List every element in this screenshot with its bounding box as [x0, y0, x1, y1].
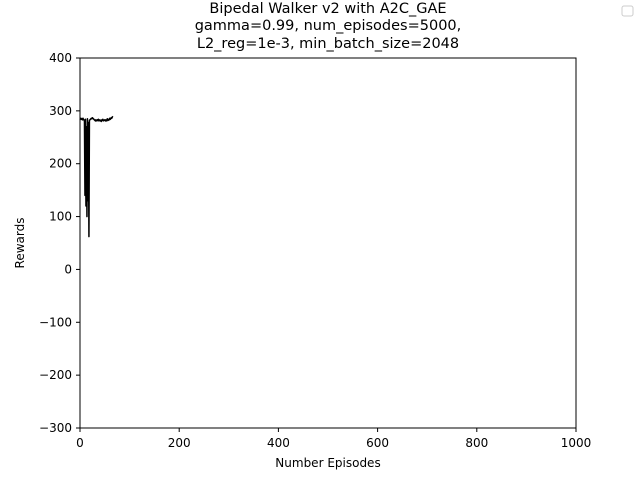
y-tick-label: 400: [49, 51, 72, 65]
x-axis-ticks: 0 200 400 600 800 1000: [76, 428, 591, 450]
plot-frame: [79, 57, 577, 429]
series-line-0: [79, 115, 114, 238]
y-axis-ticks: −300 −200 −100 0 100 200 300 400: [39, 51, 80, 435]
x-axis-label: Number Episodes: [275, 456, 380, 470]
y-tick-label: −300: [39, 421, 72, 435]
x-tick-label: 1000: [561, 436, 592, 450]
y-axis-label: Rewards: [13, 218, 27, 269]
chart-title-line-2: gamma=0.99, num_episodes=5000,: [195, 18, 462, 34]
y-tick-label: −100: [39, 315, 72, 329]
series-group: [79, 115, 114, 238]
x-tick-label: 200: [168, 436, 191, 450]
y-tick-label: 100: [49, 210, 72, 224]
y-tick-label: 0: [64, 262, 72, 276]
x-tick-label: 800: [465, 436, 488, 450]
y-tick-label: −200: [39, 368, 72, 382]
x-tick-label: 600: [366, 436, 389, 450]
y-tick-label: 200: [49, 157, 72, 171]
x-tick-label: 0: [76, 436, 84, 450]
chart-title-line-3: L2_reg=1e-3, min_batch_size=2048: [197, 36, 459, 52]
chart-title: Bipedal Walker v2 with A2C_GAE gamma=0.9…: [195, 1, 462, 52]
y-tick-label: 300: [49, 104, 72, 118]
legend-box: [621, 5, 634, 17]
chart-title-line-1: Bipedal Walker v2 with A2C_GAE: [209, 1, 446, 17]
x-tick-label: 400: [267, 436, 290, 450]
